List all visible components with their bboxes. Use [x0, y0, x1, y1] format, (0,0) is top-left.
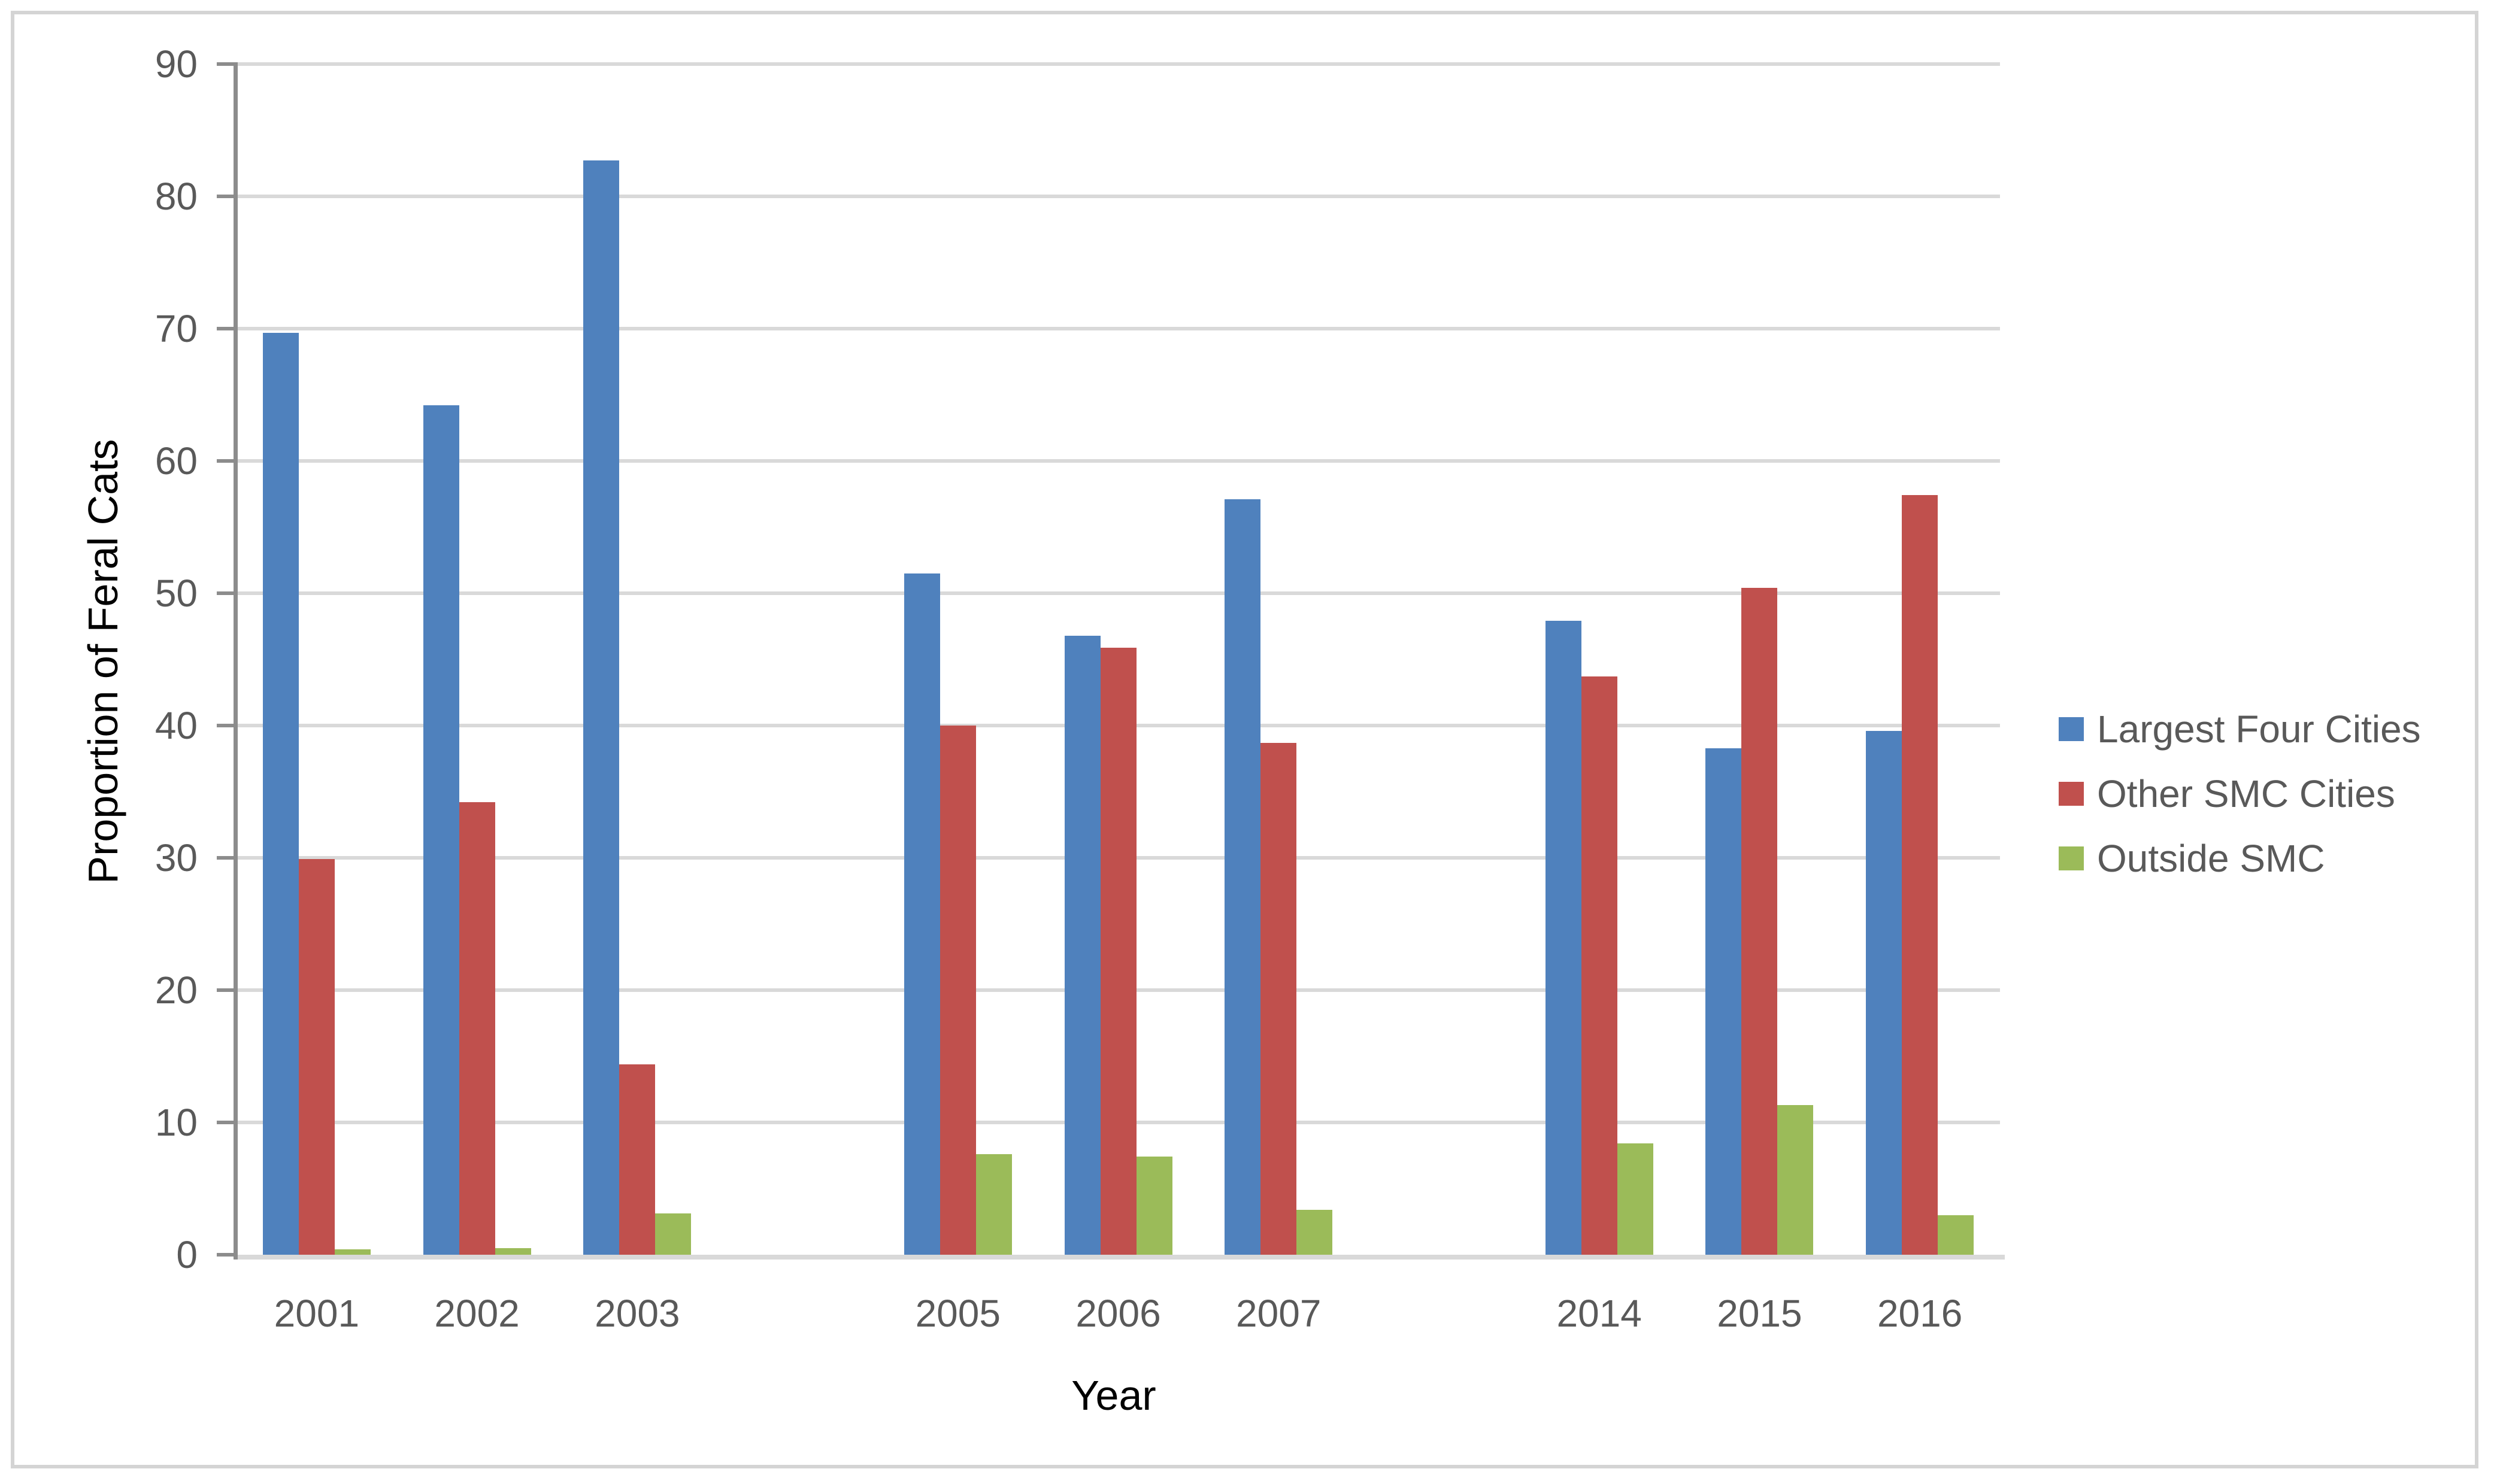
y-axis-tick-40: [217, 724, 237, 727]
legend-swatch-icon: [2059, 846, 2084, 870]
bar-2005-outside-smc: [975, 1154, 1012, 1255]
gridline-60: [237, 459, 2000, 463]
chart-frame: [11, 11, 2478, 1468]
bar-2006-outside-smc: [1136, 1157, 1172, 1255]
bar-2015-outside-smc: [1777, 1105, 1814, 1255]
y-tick-label-70: 70: [154, 307, 198, 350]
y-tick-label-80: 80: [154, 175, 198, 218]
x-axis-line: [234, 1255, 2005, 1260]
bar-2005-largest-four-cities: [904, 573, 940, 1255]
y-axis-tick-80: [217, 195, 237, 198]
y-axis-tick-50: [217, 591, 237, 595]
gridline-80: [237, 195, 2000, 198]
y-tick-label-30: 30: [154, 836, 198, 879]
gridline-90: [237, 62, 2000, 66]
gridline-70: [237, 327, 2000, 330]
bar-2007-largest-four-cities: [1225, 499, 1261, 1255]
bar-2002-largest-four-cities: [423, 405, 459, 1255]
x-tick-label-2006: 2006: [1075, 1292, 1161, 1335]
y-axis-tick-30: [217, 856, 237, 860]
bar-2006-other-smc-cities: [1100, 647, 1137, 1255]
bar-2005-other-smc-cities: [940, 726, 976, 1255]
legend-item-outside-smc: Outside SMC: [2059, 829, 2325, 888]
bar-2007-other-smc-cities: [1260, 742, 1297, 1255]
x-tick-label-2005: 2005: [915, 1292, 1001, 1335]
bar-2001-largest-four-cities: [262, 332, 299, 1255]
legend-item-other-smc-cities: Other SMC Cities: [2059, 764, 2395, 824]
bar-2001-other-smc-cities: [298, 859, 335, 1255]
y-tick-label-60: 60: [154, 439, 198, 482]
bar-2014-largest-four-cities: [1545, 621, 1581, 1255]
gridline-50: [237, 591, 2000, 595]
x-tick-label-2014: 2014: [1556, 1292, 1642, 1335]
y-axis-tick-60: [217, 459, 237, 463]
x-tick-label-2002: 2002: [434, 1292, 520, 1335]
y-tick-label-10: 10: [154, 1101, 198, 1144]
y-tick-label-90: 90: [154, 43, 198, 86]
bar-2016-outside-smc: [1938, 1215, 1974, 1255]
bar-2003-largest-four-cities: [583, 160, 620, 1255]
y-axis-tick-20: [217, 988, 237, 992]
y-tick-label-0: 0: [176, 1233, 198, 1276]
bar-2007-outside-smc: [1296, 1209, 1333, 1255]
x-tick-label-2015: 2015: [1717, 1292, 1802, 1335]
y-tick-label-40: 40: [154, 704, 198, 747]
bar-2015-other-smc-cities: [1741, 588, 1778, 1255]
legend-label: Other SMC Cities: [2097, 772, 2395, 815]
y-axis-tick-0: [217, 1253, 237, 1257]
y-axis-title: Proportion of Feral Cats: [80, 439, 126, 884]
legend-swatch-icon: [2059, 782, 2084, 806]
legend-item-largest-four-cities: Largest Four Cities: [2059, 699, 2421, 759]
bar-2015-largest-four-cities: [1705, 748, 1742, 1255]
bar-2002-outside-smc: [495, 1248, 531, 1255]
y-axis-line: [234, 62, 238, 1260]
y-tick-label-20: 20: [154, 969, 198, 1012]
legend-label: Largest Four Cities: [2097, 708, 2421, 751]
bar-2003-other-smc-cities: [619, 1064, 656, 1255]
x-tick-label-2007: 2007: [1236, 1292, 1322, 1335]
x-tick-label-2001: 2001: [274, 1292, 360, 1335]
bar-2006-largest-four-cities: [1064, 635, 1101, 1255]
x-axis-title: Year: [1071, 1372, 1156, 1419]
bar-2001-outside-smc: [334, 1249, 371, 1255]
y-tick-label-50: 50: [154, 572, 198, 615]
y-axis-tick-10: [217, 1121, 237, 1124]
bar-2016-largest-four-cities: [1866, 730, 1902, 1255]
legend-swatch-icon: [2059, 717, 2084, 741]
bar-2002-other-smc-cities: [459, 802, 495, 1255]
x-tick-label-2016: 2016: [1877, 1292, 1963, 1335]
bar-2014-outside-smc: [1617, 1143, 1653, 1255]
bar-2016-other-smc-cities: [1902, 495, 1938, 1255]
legend-label: Outside SMC: [2097, 837, 2325, 880]
bar-2014-other-smc-cities: [1581, 676, 1617, 1255]
y-axis-tick-70: [217, 327, 237, 330]
x-tick-label-2003: 2003: [595, 1292, 680, 1335]
y-axis-tick-90: [217, 62, 237, 66]
bar-2003-outside-smc: [655, 1213, 692, 1255]
